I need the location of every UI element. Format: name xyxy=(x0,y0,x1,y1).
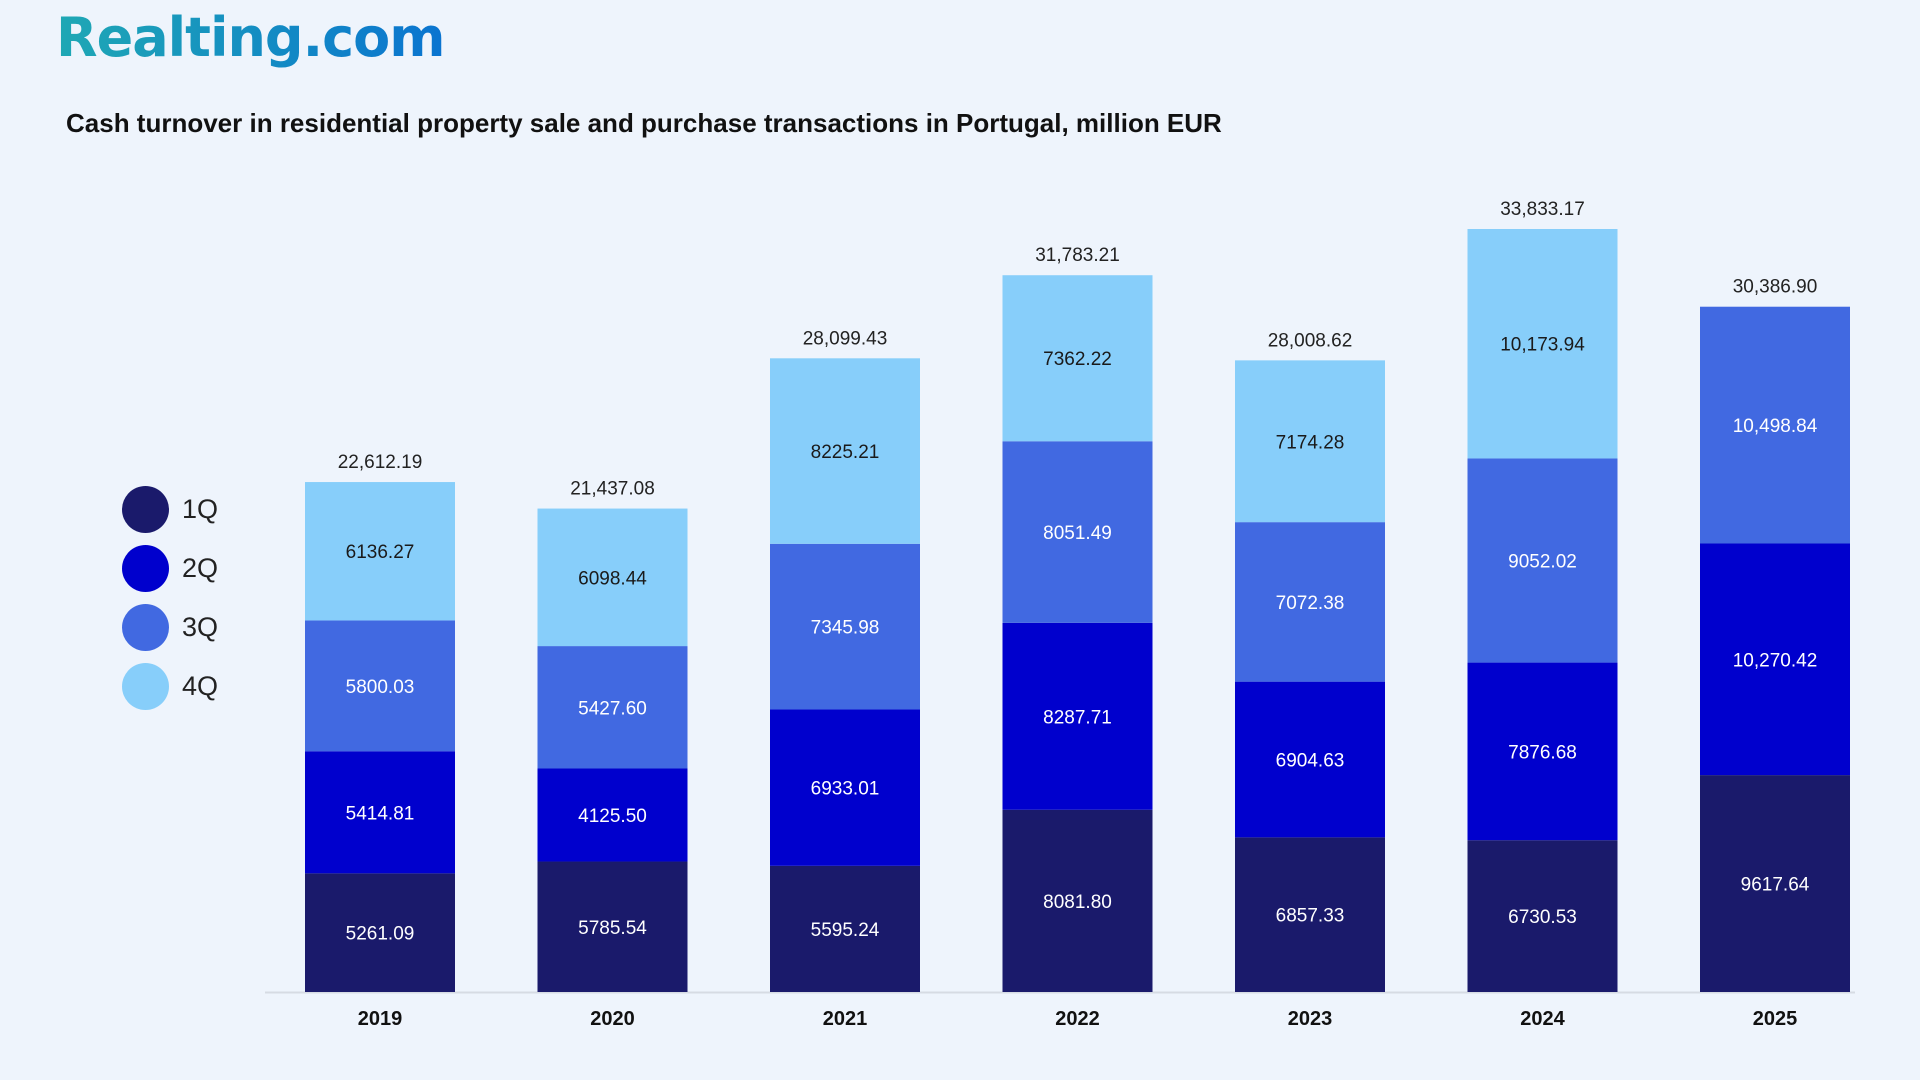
bar-segment-2q-2024 xyxy=(1467,662,1618,841)
data-label: 7345.98 xyxy=(811,618,880,639)
data-label: 5261.09 xyxy=(346,924,415,945)
data-label: 6098.44 xyxy=(578,568,647,589)
bar-segment-1q-2019 xyxy=(305,873,455,992)
legend-item-4q: 4Q xyxy=(122,657,218,716)
bar-segment-1q-2022 xyxy=(1002,809,1153,992)
data-label: 7174.28 xyxy=(1276,432,1345,453)
total-label: 28,008.62 xyxy=(1268,330,1353,351)
data-label: 7362.22 xyxy=(1043,349,1112,370)
data-label: 9052.02 xyxy=(1508,552,1577,573)
x-tick-label: 2022 xyxy=(1055,1008,1100,1030)
data-label: 9617.64 xyxy=(1741,875,1810,896)
x-tick-label: 2020 xyxy=(590,1008,635,1030)
data-label: 8081.80 xyxy=(1043,892,1112,913)
bar-segment-2q-2023 xyxy=(1235,681,1385,838)
total-label: 30,386.90 xyxy=(1733,277,1818,298)
data-label: 6857.33 xyxy=(1276,906,1345,927)
legend-item-3q: 3Q xyxy=(122,598,218,657)
bar-segment-3q-2020 xyxy=(537,646,688,769)
data-label: 10,498.84 xyxy=(1733,416,1818,437)
bar-segment-3q-2022 xyxy=(1002,441,1153,623)
bar-segment-1q-2025 xyxy=(1700,775,1850,992)
data-label: 5785.54 xyxy=(578,918,647,939)
data-label: 8287.71 xyxy=(1043,707,1112,728)
x-tick-label: 2024 xyxy=(1520,1008,1565,1030)
x-tick-label: 2025 xyxy=(1753,1008,1798,1030)
legend-label: 4Q xyxy=(182,671,219,701)
bar-segment-4q-2023 xyxy=(1235,360,1385,523)
x-tick-label: 2019 xyxy=(358,1008,403,1030)
data-label: 6730.53 xyxy=(1508,907,1577,928)
legend-swatch xyxy=(122,486,169,533)
bar-segment-1q-2024 xyxy=(1467,840,1618,992)
data-label: 6136.27 xyxy=(346,542,415,563)
bar-segment-2q-2019 xyxy=(305,751,455,874)
total-label: 21,437.08 xyxy=(570,479,655,500)
data-label: 5800.03 xyxy=(346,677,415,698)
data-label: 5427.60 xyxy=(578,698,647,719)
realting-logo: Realting.com xyxy=(56,6,445,69)
chart-title: Cash turnover in residential property sa… xyxy=(66,108,1222,138)
bar-segment-1q-2023 xyxy=(1235,837,1385,992)
bar-segment-3q-2019 xyxy=(305,620,455,752)
bar-segment-1q-2021 xyxy=(770,865,920,992)
legend: 1Q 2Q 3Q 4Q xyxy=(122,480,218,716)
bar-segment-2q-2022 xyxy=(1002,622,1153,810)
bar-segment-4q-2022 xyxy=(1002,275,1153,442)
legend-item-1q: 1Q xyxy=(122,480,218,539)
data-label: 4125.50 xyxy=(578,806,647,827)
data-label: 10,270.42 xyxy=(1733,650,1818,671)
bar-segment-4q-2019 xyxy=(305,482,455,621)
data-label: 10,173.94 xyxy=(1500,335,1585,356)
legend-swatch xyxy=(122,663,169,710)
data-label: 6933.01 xyxy=(811,779,880,800)
legend-label: 1Q xyxy=(182,494,219,524)
total-label: 22,612.19 xyxy=(338,452,423,473)
total-label: 28,099.43 xyxy=(803,328,888,349)
data-label: 7876.68 xyxy=(1508,742,1577,763)
bar-segment-3q-2023 xyxy=(1235,522,1385,682)
bar-segment-4q-2021 xyxy=(770,358,920,544)
data-label: 5595.24 xyxy=(811,920,880,941)
bar-segment-3q-2025 xyxy=(1700,306,1850,544)
legend-item-2q: 2Q xyxy=(122,539,218,598)
x-tick-label: 2021 xyxy=(823,1008,868,1030)
bar-segment-3q-2021 xyxy=(770,543,920,710)
total-label: 31,783.21 xyxy=(1035,245,1120,266)
data-label: 8225.21 xyxy=(811,442,880,463)
x-tick-label: 2023 xyxy=(1288,1008,1333,1030)
data-label: 6904.63 xyxy=(1276,750,1345,771)
bar-segment-1q-2020 xyxy=(537,861,688,992)
bar-segment-4q-2024 xyxy=(1467,229,1618,459)
legend-label: 3Q xyxy=(182,612,219,642)
legend-swatch xyxy=(122,604,169,651)
data-label: 8051.49 xyxy=(1043,523,1112,544)
legend-label: 2Q xyxy=(182,553,219,583)
legend-swatch xyxy=(122,545,169,592)
bar-segment-3q-2024 xyxy=(1467,458,1618,663)
total-label: 33,833.17 xyxy=(1500,199,1585,220)
bar-segment-2q-2020 xyxy=(537,768,688,862)
bar-segment-2q-2025 xyxy=(1700,543,1850,776)
data-label: 5414.81 xyxy=(346,803,415,824)
bar-segment-2q-2021 xyxy=(770,709,920,866)
data-label: 7072.38 xyxy=(1276,593,1345,614)
bar-segment-4q-2020 xyxy=(537,508,688,647)
